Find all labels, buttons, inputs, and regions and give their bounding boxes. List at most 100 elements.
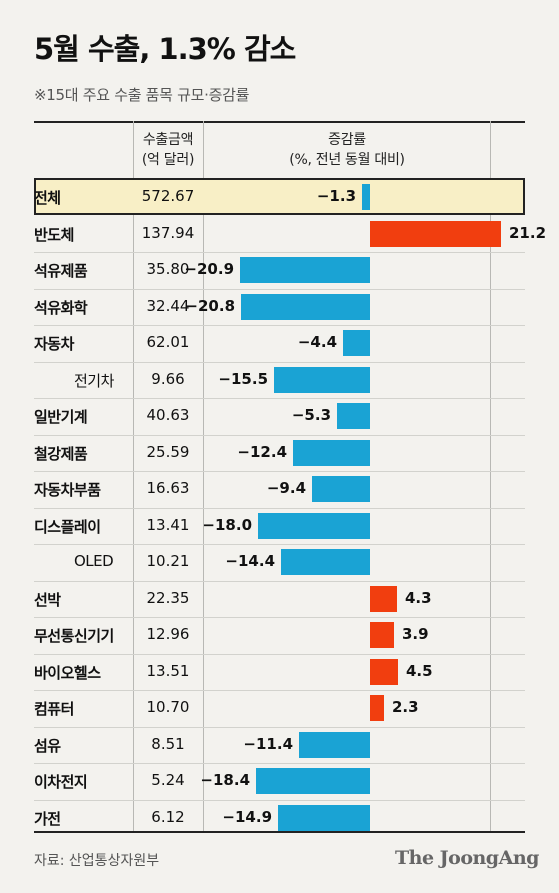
top-rule [34,121,525,123]
change-header-line1: 증감률 [328,132,366,148]
change-label: −18.0 [202,516,252,534]
row-divider [34,252,525,253]
bar-negative [343,330,370,356]
export-amount: 16.63 [146,479,190,497]
export-amount: 5.24 [151,771,185,789]
data-table: 수출금액 (억 달러) 증감률 (%, 전년 동월 대비) 전체 572.67 −1… [34,121,546,833]
row-divider [34,581,525,582]
export-amount: 10.70 [146,698,190,716]
row-divider [34,471,525,472]
export-amount: 13.51 [146,662,190,680]
column-divider [133,121,134,833]
change-column-header: 증감률 (%, 전년 동월 대비) [204,130,490,170]
export-amount: 25.59 [146,443,190,461]
row-divider [34,398,525,399]
category-label: 석유제품 [34,262,88,280]
export-amount: 32.44 [146,297,190,315]
change-label: 4.5 [406,662,433,680]
export-amount: 8.51 [151,735,185,753]
category-label: 일반기계 [34,408,88,426]
category-label: 전기차 [74,372,114,390]
category-label: 컴퓨터 [34,700,74,718]
change-label: 21.2 [509,224,547,242]
column-divider [203,121,204,833]
bar-negative [274,367,370,393]
category-label: 자동차부품 [34,481,101,499]
export-amount: 572.67 [141,187,195,205]
source-note: 자료: 산업통상자원부 [34,853,160,869]
change-label: −12.4 [237,443,287,461]
publisher-logo: The JoongAng [395,847,539,869]
export-amount: 10.21 [146,552,190,570]
category-label: 바이오헬스 [34,664,101,682]
total-row-highlight [34,178,525,215]
export-amount: 62.01 [146,333,190,351]
change-label: −18.4 [200,771,250,789]
change-label: 3.9 [402,625,429,643]
bar-positive [370,695,384,721]
change-label: −5.3 [291,406,331,424]
bar-negative [337,403,370,429]
bar-negative [241,294,370,320]
export-amount: 6.12 [151,808,185,826]
row-divider [34,325,525,326]
category-label: 석유화학 [34,299,88,317]
amount-header-line2: (억 달러) [141,152,195,168]
category-label: 디스플레이 [34,518,101,536]
row-divider [34,435,525,436]
change-label: −14.9 [222,808,272,826]
chart-title: 5월 수출, 1.3% 감소 [34,32,296,66]
row-divider [34,690,525,691]
change-label: 4.3 [405,589,432,607]
change-label: −11.4 [243,735,293,753]
bottom-rule [34,831,525,833]
bar-positive [370,659,398,685]
export-amount: 40.63 [146,406,190,424]
change-label: −20.9 [184,260,234,278]
category-label: 섬유 [34,737,61,755]
change-label: −9.4 [266,479,306,497]
category-label: 가전 [34,810,61,828]
column-divider [490,121,491,833]
row-divider [34,727,525,728]
change-label: −14.4 [225,552,275,570]
bar-negative [258,513,370,539]
category-label: 철강제품 [34,445,88,463]
bar-negative [240,257,370,283]
category-label: 이차전지 [34,773,88,791]
export-amount: 12.96 [146,625,190,643]
row-divider [34,763,525,764]
export-amount: 35.80 [146,260,190,278]
bar-negative [299,732,370,758]
bar-negative [281,549,370,575]
bar-positive [370,586,397,612]
category-label: 무선통신기기 [34,627,114,645]
chart-subtitle: ※15대 주요 수출 품목 규모·증감률 [34,86,250,104]
export-amount: 9.66 [151,370,185,388]
category-label: OLED [74,552,114,570]
category-label: 자동차 [34,335,74,353]
bar-negative [362,184,370,210]
change-label: 2.3 [392,698,419,716]
bar-negative [312,476,370,502]
row-divider [34,654,525,655]
row-divider [34,544,525,545]
change-label: −1.3 [316,187,356,205]
bar-negative [256,768,370,794]
export-amount: 22.35 [146,589,190,607]
row-divider [34,800,525,801]
row-divider [34,289,525,290]
change-label: −15.5 [218,370,268,388]
bar-positive [370,622,394,648]
bar-negative [278,805,370,831]
category-label: 선박 [34,591,61,609]
category-label: 전체 [34,189,61,207]
amount-header-line1: 수출금액 [142,132,194,148]
export-amount: 13.41 [146,516,190,534]
change-label: −4.4 [297,333,337,351]
change-label: −20.8 [185,297,235,315]
category-label: 반도체 [34,226,74,244]
row-divider [34,508,525,509]
amount-column-header: 수출금액 (억 달러) [134,130,202,170]
bar-negative [293,440,370,466]
